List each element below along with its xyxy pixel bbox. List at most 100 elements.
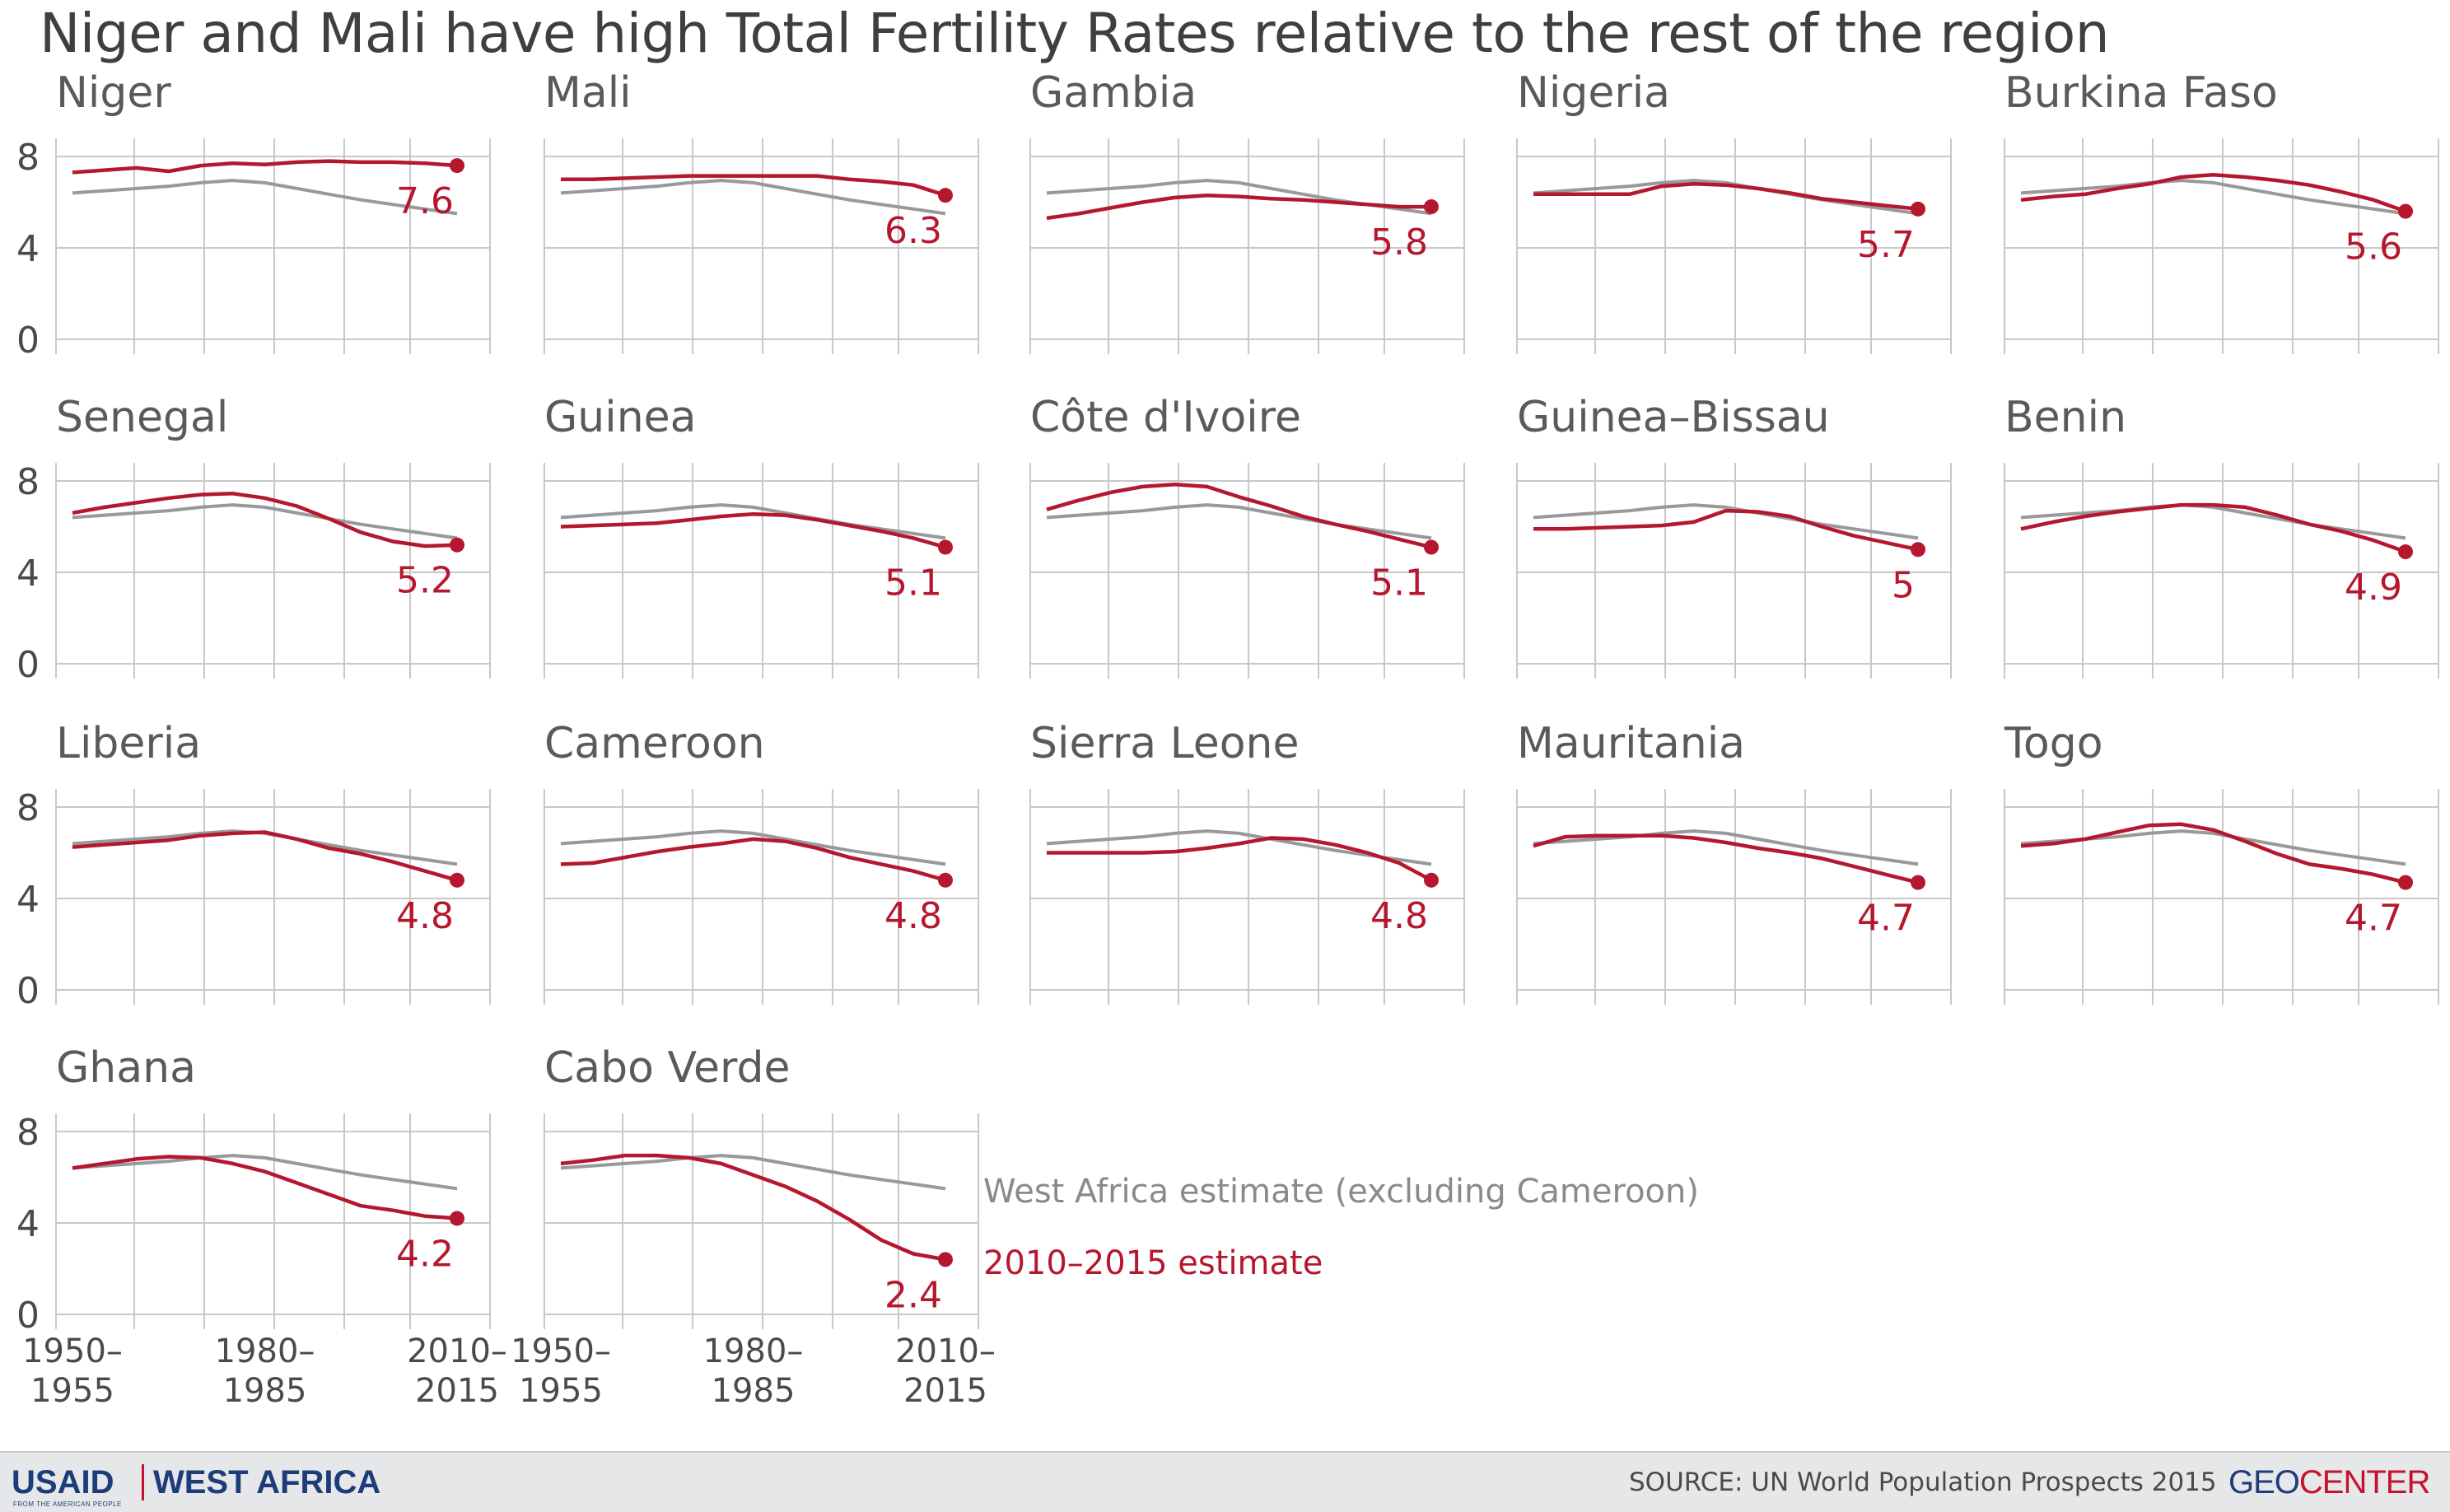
endpoint-value-label: 5.1 (1370, 562, 1428, 604)
panel-title: Mauritania (1517, 719, 1745, 768)
panel-title: Guinea (544, 393, 697, 442)
region-line (2020, 503, 2406, 540)
endpoint-value-label: 2.4 (884, 1274, 942, 1316)
x-tick-label-line2: 1955 (519, 1372, 603, 1410)
x-tick-label-line1: 1950– (22, 1332, 123, 1370)
panel-nigeria: Nigeria 5.7 (1516, 68, 1952, 354)
x-tick-label-line1: 1980– (215, 1332, 315, 1370)
panel-mali: Mali 6.3 (544, 68, 979, 354)
x-tick-label-line2: 1985 (223, 1372, 307, 1410)
region-line (1533, 829, 1919, 866)
x-tick-label-line2: 2015 (415, 1372, 499, 1410)
endpoint-marker (2398, 203, 2413, 219)
country-line (2020, 822, 2406, 884)
geocenter-logo-part1: GEO (2228, 1464, 2300, 1500)
region-line (1533, 179, 1919, 216)
endpoint-marker (1911, 875, 1925, 890)
panel-sierra-leone: Sierra Leone 4.8 (1029, 719, 1465, 1005)
panel-title: Liberia (56, 719, 201, 768)
panel-title: Niger (56, 68, 171, 118)
endpoint-value-label: 5.1 (884, 562, 942, 604)
y-tick-label: 0 (16, 970, 40, 1012)
west-africa-label: WEST AFRICA (153, 1464, 381, 1500)
country-line (72, 830, 458, 882)
region-line (72, 179, 458, 216)
endpoint-value-label: 4.8 (1370, 895, 1428, 937)
country-line (72, 492, 458, 548)
y-tick-label: 8 (16, 1112, 40, 1154)
country-line (72, 1155, 458, 1220)
country-line (1046, 193, 1431, 221)
panel-title: Sierra Leone (1030, 719, 1300, 768)
panel-niger: 0 4 8 Niger 7.6 (16, 68, 491, 362)
endpoint-marker (938, 539, 953, 555)
country-line (1047, 836, 1433, 882)
country-line (2020, 172, 2406, 213)
x-tick-label-line2: 2015 (903, 1372, 987, 1410)
country-line (1046, 482, 1432, 549)
region-line (560, 1154, 946, 1191)
panel-cabo-verde: Cabo Verde 2.4 1950–1955 1980–1985 2010–2015 (511, 1043, 996, 1410)
panel-title: Gambia (1030, 68, 1197, 118)
y-tick-label: 8 (16, 787, 40, 829)
endpoint-value-label: 7.6 (396, 180, 454, 222)
endpoint-marker (1424, 872, 1439, 888)
region-line (1533, 503, 1919, 540)
panel-title: Mali (544, 68, 632, 118)
endpoint-value-label: 5.6 (2345, 226, 2402, 268)
endpoint-marker (1911, 201, 1925, 217)
endpoint-marker (2398, 875, 2413, 890)
endpoint-value-label: 4.8 (884, 895, 942, 937)
endpoint-marker (450, 872, 464, 888)
endpoint-marker (938, 188, 953, 203)
region-line (72, 829, 458, 866)
endpoint-marker (1424, 539, 1439, 555)
region-line (72, 1154, 458, 1191)
y-tick-label: 4 (16, 1203, 40, 1245)
region-line (560, 179, 946, 216)
country-line (1533, 833, 1919, 884)
endpoint-marker (450, 537, 464, 553)
endpoint-marker (450, 1211, 464, 1226)
country-line (560, 837, 946, 882)
x-tick-label-line1: 2010– (407, 1332, 507, 1370)
x-tick-label-line2: 1985 (712, 1372, 796, 1410)
usaid-logo: USAID (12, 1464, 114, 1500)
region-line (2020, 829, 2406, 866)
y-tick-label: 4 (16, 553, 40, 595)
endpoint-marker (1911, 542, 1925, 558)
panel-ghana: 0 4 8 Ghana 4.2 1950–1955 1980–1985 2010–2015 (16, 1043, 507, 1410)
endpoint-marker (450, 158, 464, 174)
endpoint-value-label: 4.7 (1857, 898, 1915, 940)
panel-title: Togo (2004, 719, 2103, 768)
panel-title: Senegal (56, 393, 228, 442)
country-line (72, 159, 458, 175)
endpoint-marker (938, 1252, 953, 1267)
panel-title: Nigeria (1517, 68, 1670, 118)
y-tick-label: 0 (16, 1295, 40, 1337)
endpoint-marker (1424, 199, 1439, 215)
panel-c-te-d-ivoire: Côte d'Ivoire 5.1 (1029, 393, 1465, 679)
country-line (561, 174, 946, 198)
region-line (1046, 829, 1432, 866)
panel-cameroon: Cameroon 4.8 (544, 719, 979, 1005)
region-line (72, 503, 458, 540)
x-tick-label-line1: 2010– (895, 1332, 996, 1370)
legend-region-label: West Africa estimate (excluding Cameroon… (983, 1173, 1699, 1211)
panel-liberia: 0 4 8 Liberia 4.8 (16, 719, 491, 1012)
country-line (2020, 502, 2406, 554)
panel-title: Benin (2004, 393, 2126, 442)
endpoint-value-label: 5.7 (1857, 224, 1915, 266)
y-tick-label: 4 (16, 879, 40, 921)
country-line (560, 1153, 946, 1262)
region-line (1046, 503, 1432, 540)
endpoint-marker (2398, 544, 2413, 560)
footer-bar: USAID FROM THE AMERICAN PEOPLE WEST AFRI… (0, 1451, 2450, 1512)
x-tick-label-line1: 1980– (703, 1332, 804, 1370)
panel-title: Guinea–Bissau (1517, 393, 1830, 442)
geocenter-logo: GEOCENTER (2228, 1464, 2430, 1501)
geocenter-logo-part2: CENTER (2298, 1464, 2430, 1500)
y-tick-label: 4 (16, 228, 40, 270)
panel-burkina-faso: Burkina Faso 5.6 (2004, 68, 2439, 354)
endpoint-value-label: 5.8 (1370, 222, 1428, 264)
